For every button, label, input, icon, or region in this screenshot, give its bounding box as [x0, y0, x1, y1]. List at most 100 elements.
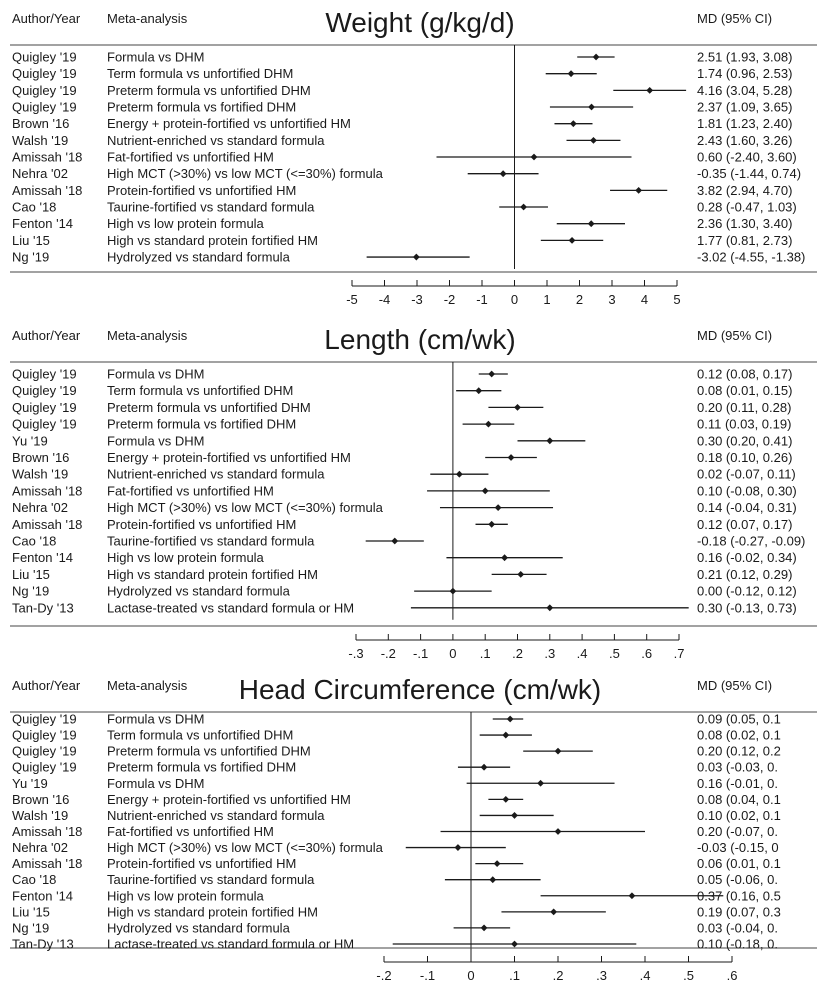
point-estimate-marker	[550, 908, 558, 916]
point-estimate-marker	[646, 86, 654, 94]
row-author: Amissah '18	[12, 824, 82, 839]
forest-row: Walsh '19 Nutrient-enriched vs standard f…	[12, 808, 781, 823]
x-tick-label: -.1	[420, 968, 435, 983]
row-author: Amissah '18	[12, 150, 82, 165]
col-header-author: Author/Year	[12, 678, 81, 693]
row-analysis: Hydrolyzed vs standard formula	[107, 920, 291, 935]
row-author: Brown '16	[12, 116, 69, 131]
x-tick-label: -.1	[413, 646, 428, 661]
x-tick-label: 2	[576, 292, 583, 307]
forest-row: Liu '15 High vs standard protein fortifie…	[12, 904, 781, 919]
row-analysis: Formula vs DHM	[107, 776, 205, 791]
row-author: Quigley '19	[12, 744, 77, 759]
row-author: Tan-Dy '13	[12, 936, 74, 951]
row-effect-label: 0.30 (0.20, 0.41)	[697, 433, 792, 448]
row-analysis: Energy + protein-fortified vs unfortifie…	[107, 792, 351, 807]
row-author: Brown '16	[12, 792, 69, 807]
point-estimate-marker	[488, 520, 496, 528]
forest-row: Nehra '02 High MCT (>30%) vs low MCT (<=3…	[12, 840, 779, 855]
x-tick-label: .4	[640, 968, 651, 983]
row-analysis: Taurine-fortified vs standard formula	[107, 872, 315, 887]
row-analysis: Formula vs DHM	[107, 367, 205, 382]
point-estimate-marker	[485, 420, 492, 428]
point-estimate-marker	[502, 795, 510, 803]
forest-row: Amissah '18 Fat-fortified vs unfortified …	[12, 150, 797, 165]
x-tick-label: .3	[596, 968, 607, 983]
point-estimate-marker	[590, 136, 597, 144]
row-author: Quigley '19	[12, 400, 77, 415]
forest-row: Yu '19 Formula vs DHM 0.30 (0.20, 0.41)	[12, 433, 792, 448]
row-effect-label: 0.12 (0.07, 0.17)	[697, 517, 792, 532]
row-analysis: High vs standard protein fortified HM	[107, 233, 318, 248]
forest-row: Amissah '18 Fat-fortified vs unfortified …	[12, 824, 778, 839]
row-analysis: High MCT (>30%) vs low MCT (<=30%) formu…	[107, 500, 384, 515]
col-header-analysis: Meta-analysis	[107, 11, 188, 26]
row-author: Cao '18	[12, 872, 56, 887]
point-estimate-marker	[587, 220, 595, 228]
point-estimate-marker	[537, 779, 544, 787]
row-analysis: Nutrient-enriched vs standard formula	[107, 467, 325, 482]
row-author: Cao '18	[12, 200, 56, 215]
row-effect-label: 0.10 (-0.08, 0.30)	[697, 483, 797, 498]
point-estimate-marker	[506, 715, 514, 723]
col-header-author: Author/Year	[12, 328, 81, 343]
forest-row: Yu '19 Formula vs DHM 0.16 (-0.01, 0.	[12, 776, 778, 791]
row-effect-label: -0.03 (-0.15, 0	[697, 840, 779, 855]
row-author: Amissah '18	[12, 856, 82, 871]
row-analysis: Fat-fortified vs unfortified HM	[107, 483, 274, 498]
row-effect-label: 0.09 (0.05, 0.1	[697, 712, 781, 727]
row-author: Amissah '18	[12, 483, 82, 498]
point-estimate-marker	[514, 404, 521, 411]
x-tick-label: -1	[476, 292, 488, 307]
point-estimate-marker	[480, 924, 488, 932]
row-analysis: Protein-fortified vs unfortified HM	[107, 856, 296, 871]
forest-panel-3: Author/Year Meta-analysis MD (95% CI) Head …	[10, 674, 817, 983]
point-estimate-marker	[501, 554, 508, 562]
forest-row: Walsh '19 Nutrient-enriched vs standard f…	[12, 133, 792, 148]
row-effect-label: 0.21 (0.12, 0.29)	[697, 567, 792, 582]
row-effect-label: 0.03 (-0.04, 0.	[697, 920, 778, 935]
row-effect-label: -0.18 (-0.27, -0.09)	[697, 534, 805, 549]
point-estimate-marker	[493, 860, 501, 868]
row-effect-label: -3.02 (-4.55, -1.38)	[697, 250, 805, 265]
row-author: Yu '19	[12, 776, 48, 791]
row-analysis: Preterm formula vs fortified DHM	[107, 760, 296, 775]
row-effect-label: 0.08 (0.02, 0.1	[697, 728, 781, 743]
row-analysis: Nutrient-enriched vs standard formula	[107, 808, 325, 823]
row-author: Quigley '19	[12, 367, 77, 382]
point-estimate-marker	[454, 844, 462, 851]
point-estimate-marker	[554, 747, 562, 755]
row-author: Tan-Dy '13	[12, 600, 74, 615]
row-analysis: Term formula vs unfortified DHM	[107, 728, 293, 743]
col-header-effect: MD (95% CI)	[697, 678, 772, 693]
x-tick-label: -2	[444, 292, 456, 307]
row-analysis: Energy + protein-fortified vs unfortifie…	[107, 450, 351, 465]
row-effect-label: 0.18 (0.10, 0.26)	[697, 450, 792, 465]
forest-row: Fenton '14 High vs low protein formula 2.3…	[12, 216, 792, 231]
row-effect-label: 0.30 (-0.13, 0.73)	[697, 600, 797, 615]
row-analysis: High MCT (>30%) vs low MCT (<=30%) formu…	[107, 166, 384, 181]
row-analysis: High vs low protein formula	[107, 216, 265, 231]
row-author: Quigley '19	[12, 66, 77, 81]
row-analysis: Formula vs DHM	[107, 50, 205, 65]
row-analysis: Formula vs DHM	[107, 433, 205, 448]
panel-title: Weight (g/kg/d)	[325, 7, 514, 38]
x-tick-label: 5	[673, 292, 680, 307]
x-tick-label: .4	[577, 646, 588, 661]
forest-row: Tan-Dy '13 Lactase-treated vs standard fo…	[12, 936, 778, 951]
row-effect-label: 0.20 (-0.07, 0.	[697, 824, 778, 839]
row-analysis: Preterm formula vs unfortified DHM	[107, 400, 311, 415]
col-header-effect: MD (95% CI)	[697, 11, 772, 26]
x-tick-label: 1	[543, 292, 550, 307]
row-effect-label: 0.16 (-0.01, 0.	[697, 776, 778, 791]
row-author: Walsh '19	[12, 467, 68, 482]
forest-row: Quigley '19 Formula vs DHM 2.51 (1.93, 3.0…	[12, 50, 792, 65]
forest-row: Nehra '02 High MCT (>30%) vs low MCT (<=3…	[12, 500, 797, 515]
col-header-analysis: Meta-analysis	[107, 328, 188, 343]
row-effect-label: 2.37 (1.09, 3.65)	[697, 100, 792, 115]
x-tick-label: 0	[467, 968, 474, 983]
row-effect-label: 0.20 (0.12, 0.2	[697, 744, 781, 759]
forest-row: Cao '18 Taurine-fortified vs standard for…	[12, 200, 797, 215]
point-estimate-marker	[546, 437, 554, 445]
